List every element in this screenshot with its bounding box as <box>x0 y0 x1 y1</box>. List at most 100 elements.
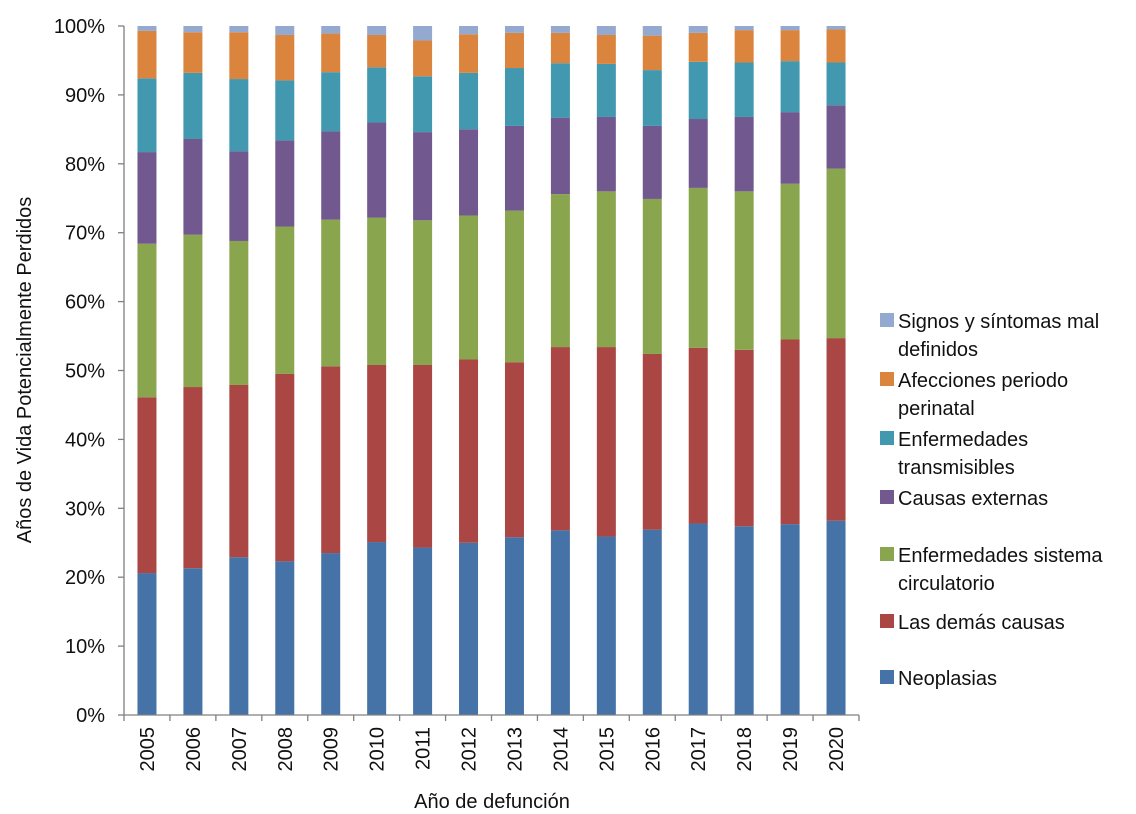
legend-swatch <box>880 547 894 561</box>
legend-label: transmisibles <box>898 457 1015 479</box>
bar-segment <box>550 117 570 195</box>
bar-segment <box>550 194 570 348</box>
bar-segment <box>596 191 616 348</box>
x-tick-label: 2006 <box>183 727 205 772</box>
x-tick-label: 2009 <box>321 727 343 772</box>
bar-segment <box>229 26 249 33</box>
bar-segment <box>367 122 387 218</box>
bar-segment <box>504 210 524 363</box>
bar-segment <box>183 72 203 139</box>
bar-segment <box>229 32 249 80</box>
bar-segment <box>275 561 295 715</box>
bar-segment <box>504 125 524 211</box>
bar-segment <box>642 35 662 71</box>
bar-segment <box>413 26 433 41</box>
y-tick-label: 0% <box>76 705 105 727</box>
x-tick-label: 2010 <box>367 727 389 772</box>
x-tick-label: 2015 <box>596 727 618 772</box>
bar-segment <box>780 61 800 113</box>
y-tick-label: 70% <box>65 223 105 245</box>
bar-segment <box>459 72 479 130</box>
bar-segment <box>642 125 662 199</box>
x-tick-label: 2014 <box>550 727 572 772</box>
bar-segment <box>596 116 616 192</box>
bar-segment <box>183 387 203 569</box>
bar-segment <box>734 526 754 715</box>
bar-segment <box>413 547 433 715</box>
legend-label: Afecciones periodo <box>898 370 1068 392</box>
bar-segment <box>229 79 249 152</box>
bar-segment <box>137 397 157 574</box>
bar-segment <box>504 68 524 126</box>
bar-segment <box>229 384 249 558</box>
bar-segment <box>826 338 846 521</box>
y-ticks: 0% 10% 20% 30% 40% 50% 60% 70% 80% 90% 100% <box>54 16 124 727</box>
x-tick-label: 2019 <box>780 727 802 772</box>
bar-segment <box>413 220 433 365</box>
legend: Signos y síntomas mal definidos Afecciones… <box>880 311 1103 690</box>
bar-segment <box>459 359 479 543</box>
bar-segment <box>688 347 708 524</box>
y-tick-label: 20% <box>65 567 105 589</box>
legend-label: perinatal <box>898 398 975 420</box>
bar-segment <box>183 568 203 715</box>
bar-segment <box>642 70 662 126</box>
legend-label: Signos y síntomas mal <box>898 311 1099 333</box>
bar-segment <box>642 353 662 530</box>
bar-segment <box>504 32 524 69</box>
bar-segment <box>321 366 341 554</box>
bar-segment <box>596 536 616 715</box>
bar-segment <box>321 219 341 367</box>
bar-segment <box>596 26 616 35</box>
bar-segment <box>459 26 479 35</box>
bar-segment <box>275 226 295 374</box>
bar-segment <box>321 553 341 715</box>
bar-segment <box>780 524 800 715</box>
bar-segment <box>642 529 662 715</box>
x-axis-title: Año de defunción <box>414 791 570 813</box>
x-tick-label: 2005 <box>137 727 159 772</box>
bar-segment <box>137 243 157 398</box>
bar-segment <box>550 32 570 64</box>
bar-segment <box>550 26 570 33</box>
bar-segment <box>137 26 157 31</box>
bar-segment <box>137 152 157 244</box>
bar-segment <box>413 40 433 77</box>
legend-label: Neoplasias <box>898 668 997 690</box>
legend-swatch <box>880 372 894 386</box>
bar-segment <box>459 34 479 73</box>
x-tick-label: 2016 <box>642 727 664 772</box>
bar-segment <box>275 140 295 227</box>
bar-segment <box>137 78 157 153</box>
bar-segment <box>734 116 754 192</box>
bar-segment <box>367 364 387 543</box>
bar-segment <box>780 183 800 340</box>
y-tick-label: 50% <box>65 361 105 383</box>
bar-segment <box>321 131 341 220</box>
bar-segment <box>367 67 387 123</box>
y-tick-label: 40% <box>65 429 105 451</box>
bar-segment <box>504 26 524 33</box>
x-tick-label: 2017 <box>688 727 710 772</box>
bar-segment <box>183 26 203 33</box>
bar-segment <box>367 217 387 365</box>
bar-segment <box>504 362 524 538</box>
bar-segment <box>367 26 387 35</box>
bar-segment <box>504 537 524 715</box>
bar-segment <box>596 34 616 64</box>
y-tick-label: 30% <box>65 498 105 520</box>
bar-segment <box>688 187 708 348</box>
bar-segment <box>826 168 846 339</box>
x-tick-label: 2018 <box>734 727 756 772</box>
bar-segment <box>550 347 570 531</box>
legend-swatch <box>880 431 894 445</box>
bar-segment <box>321 33 341 73</box>
bar-segment <box>229 557 249 715</box>
bar-segment <box>734 26 754 31</box>
bar-segment <box>688 26 708 33</box>
bar-segment <box>734 62 754 117</box>
x-tick-label: 2012 <box>459 727 481 772</box>
bar-segment <box>183 138 203 235</box>
bar-segment <box>137 30 157 79</box>
bar-segment <box>596 63 616 117</box>
